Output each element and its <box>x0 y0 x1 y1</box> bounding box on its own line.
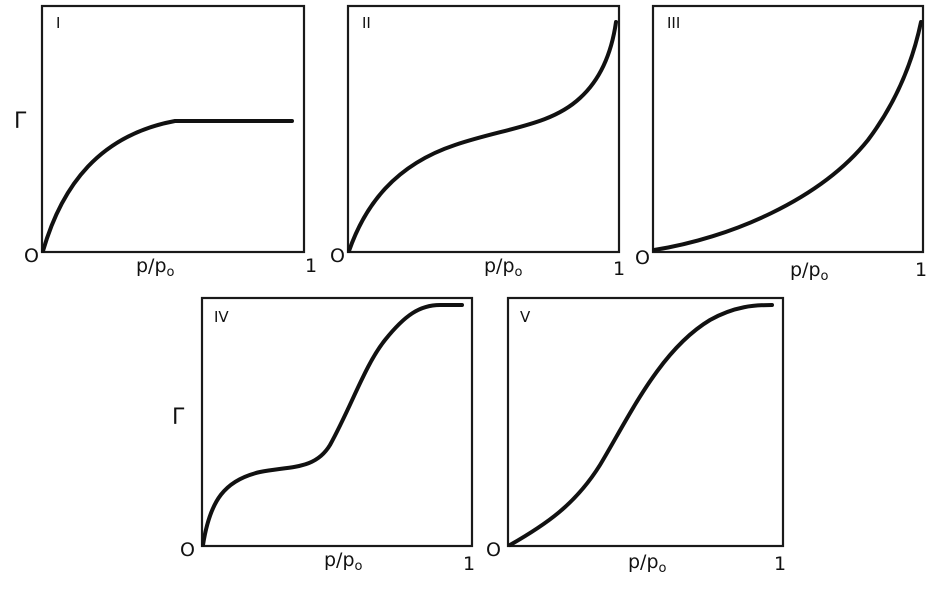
panel-II: II O 1 p/po <box>330 4 625 280</box>
panel-V-x-label: p/po <box>628 551 667 576</box>
panel-II-x-label: p/po <box>484 255 523 280</box>
panel-V-roman-label: V <box>520 308 531 326</box>
panel-V-origin-label: O <box>486 539 501 561</box>
panel-III: III O 1 p/po <box>635 4 927 284</box>
panel-III-frame <box>651 4 925 254</box>
panel-IV-y-symbol: Γ <box>172 405 185 430</box>
panel-V: V O 1 p/po <box>486 296 786 576</box>
panel-III-curve <box>652 20 923 252</box>
panel-V-curve <box>508 303 774 547</box>
panel-II-roman-label: II <box>362 14 371 32</box>
panel-V-x-end-label: 1 <box>774 553 786 575</box>
panel-I-x-end-label: 1 <box>305 255 317 277</box>
panel-IV-curve <box>201 303 464 547</box>
panel-II-frame <box>346 4 621 254</box>
panel-I-frame <box>40 4 306 254</box>
panel-IV-x-end-label: 1 <box>463 553 475 575</box>
panel-I-x-label: p/po <box>136 255 175 280</box>
panel-IV-origin-label: O <box>180 539 195 561</box>
panel-I-roman-label: I <box>56 14 60 32</box>
panel-I-y-symbol: Γ <box>14 109 27 134</box>
panel-IV-x-label: p/po <box>324 549 363 574</box>
panel-III-roman-label: III <box>667 14 680 32</box>
panel-III-origin-label: O <box>635 247 650 269</box>
panel-II-curve <box>347 20 618 253</box>
panel-I-origin-label: O <box>24 245 39 267</box>
panel-II-x-end-label: 1 <box>613 258 625 280</box>
panel-I-curve <box>41 119 294 253</box>
panel-V-frame <box>506 296 785 548</box>
panel-III-x-end-label: 1 <box>915 259 927 281</box>
panel-I: I Γ O 1 p/po <box>14 4 317 280</box>
panel-IV: IV Γ O 1 p/po <box>172 296 475 575</box>
panel-IV-roman-label: IV <box>214 308 229 326</box>
panel-IV-frame <box>200 296 474 548</box>
panel-III-x-label: p/po <box>790 259 829 284</box>
panel-II-origin-label: O <box>330 245 345 267</box>
